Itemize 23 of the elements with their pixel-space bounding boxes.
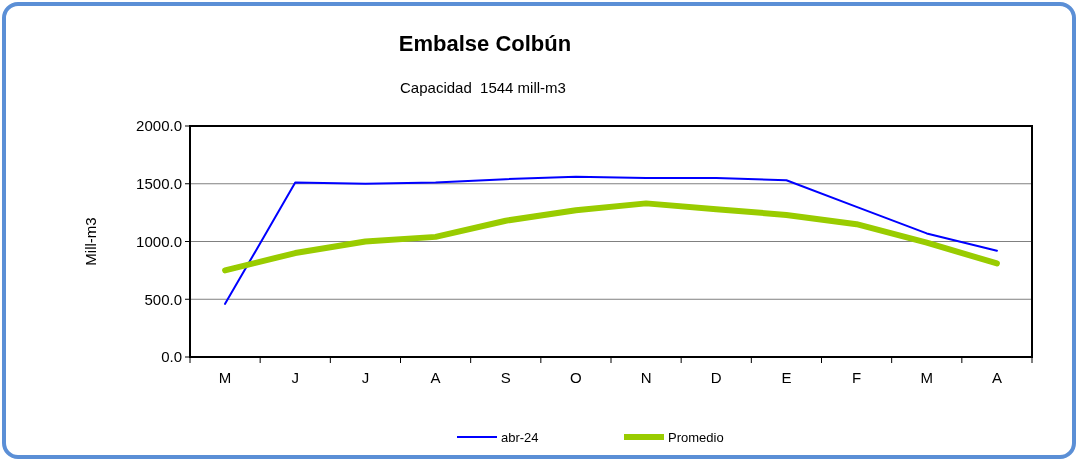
chart-subtitle: Capacidad 1544 mill-m3 <box>400 79 566 96</box>
legend-label: Promedio <box>668 429 724 445</box>
y-tick-label: 1500.0 <box>136 175 182 192</box>
x-tick-label: S <box>500 369 511 386</box>
x-tick-label: E <box>781 369 792 386</box>
legend-label: abr-24 <box>501 429 539 445</box>
x-tick-label: A <box>430 369 441 386</box>
x-tick-label: J <box>361 369 370 386</box>
x-tick-label: F <box>852 369 862 386</box>
y-axis-title: Mill-m3 <box>82 217 99 266</box>
y-tick-label: 1000.0 <box>136 232 182 250</box>
x-tick-label: J <box>291 369 299 386</box>
y-tick-label: 500.0 <box>144 290 182 308</box>
x-tick-label: M <box>218 369 232 386</box>
x-tick-label: D <box>710 369 722 386</box>
x-tick-label: M <box>920 369 933 386</box>
y-tick-label: 2000.0 <box>136 117 182 135</box>
x-tick-label: A <box>991 369 1002 386</box>
y-tick-label: 0.0 <box>161 348 182 366</box>
x-tick-label: O <box>570 369 582 386</box>
chart-title: Embalse Colbún <box>398 31 572 56</box>
line-series <box>224 175 998 305</box>
x-tick-label: N <box>640 369 652 386</box>
